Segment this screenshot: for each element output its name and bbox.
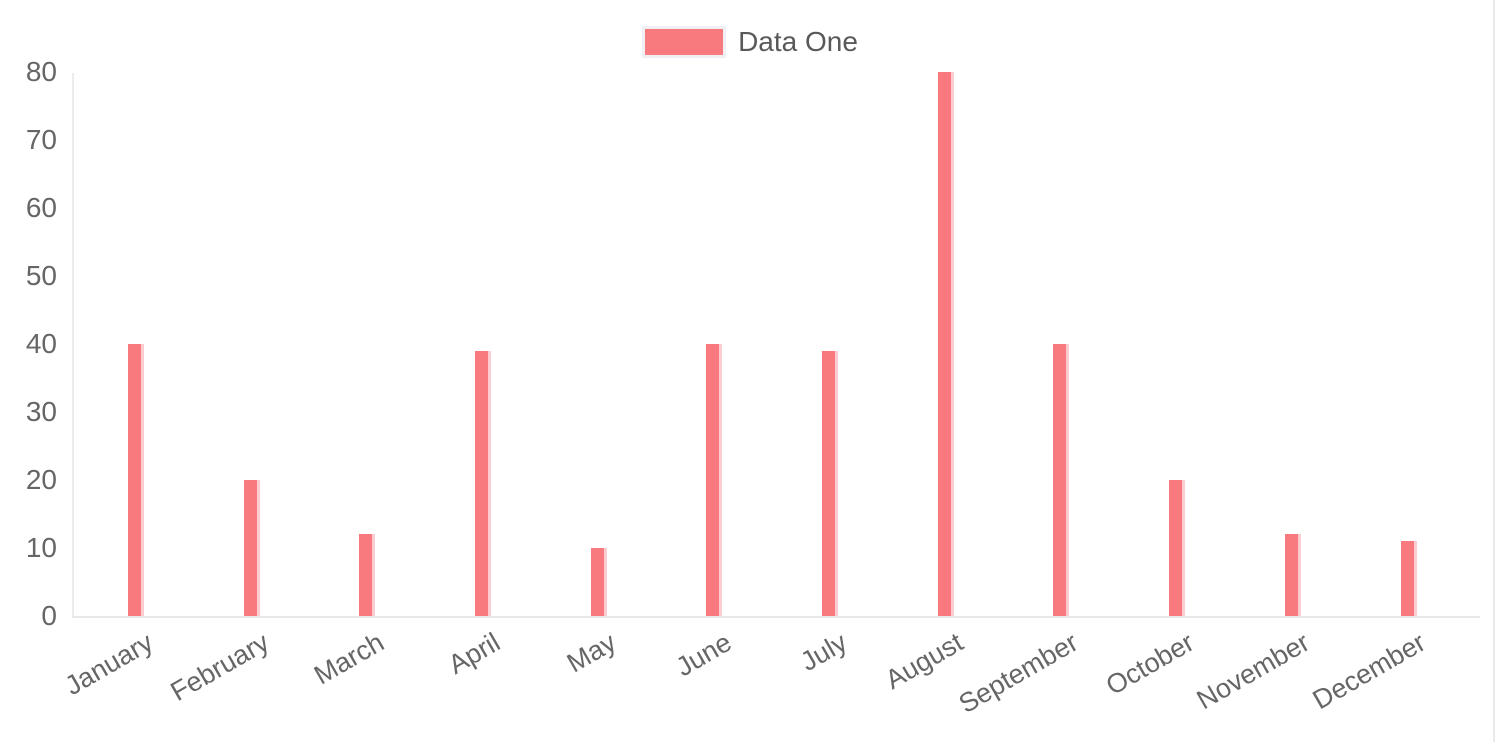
bar-april[interactable] [474,350,491,616]
bar-july[interactable] [822,350,839,616]
x-tick-label: January [59,627,158,702]
bar-december[interactable] [1400,541,1417,616]
y-tick-label: 80 [25,56,57,87]
x-tick-label: May [561,627,621,679]
bar-february[interactable] [243,480,260,616]
x-tick-label: November [1191,627,1315,716]
legend-swatch-data-one [642,26,727,58]
bar-january[interactable] [127,344,144,616]
x-tick-label: April [443,627,505,680]
bar-november[interactable] [1284,534,1301,616]
y-tick-label: 20 [25,464,57,495]
x-axis-line [72,616,1480,618]
bar-september[interactable] [1053,344,1070,616]
legend-label: Data One [738,26,858,57]
y-tick-label: 10 [25,532,57,563]
y-tick-label: 40 [25,328,57,359]
x-tick-label: October [1100,627,1200,702]
bar-august[interactable] [937,72,954,616]
x-tick-label: June [670,627,737,683]
y-tick-label: 50 [25,260,57,291]
page-right-border [1493,0,1495,742]
bar-march[interactable] [359,534,376,616]
bar-october[interactable] [1169,480,1186,616]
y-tick-label: 0 [41,600,57,631]
y-tick-label: 60 [25,192,57,223]
x-tick-label: February [164,627,274,708]
x-tick-label: August [879,627,968,696]
x-tick-label: December [1307,627,1431,716]
y-axis-line [72,73,74,618]
bar-june[interactable] [706,344,723,616]
x-tick-label: July [795,627,853,677]
x-tick-label: September [954,627,1084,720]
bar-may[interactable] [590,548,607,616]
y-tick-label: 70 [25,124,57,155]
x-tick-label: March [309,627,390,691]
legend[interactable]: Data One [0,26,1500,58]
y-tick-label: 30 [25,396,57,427]
